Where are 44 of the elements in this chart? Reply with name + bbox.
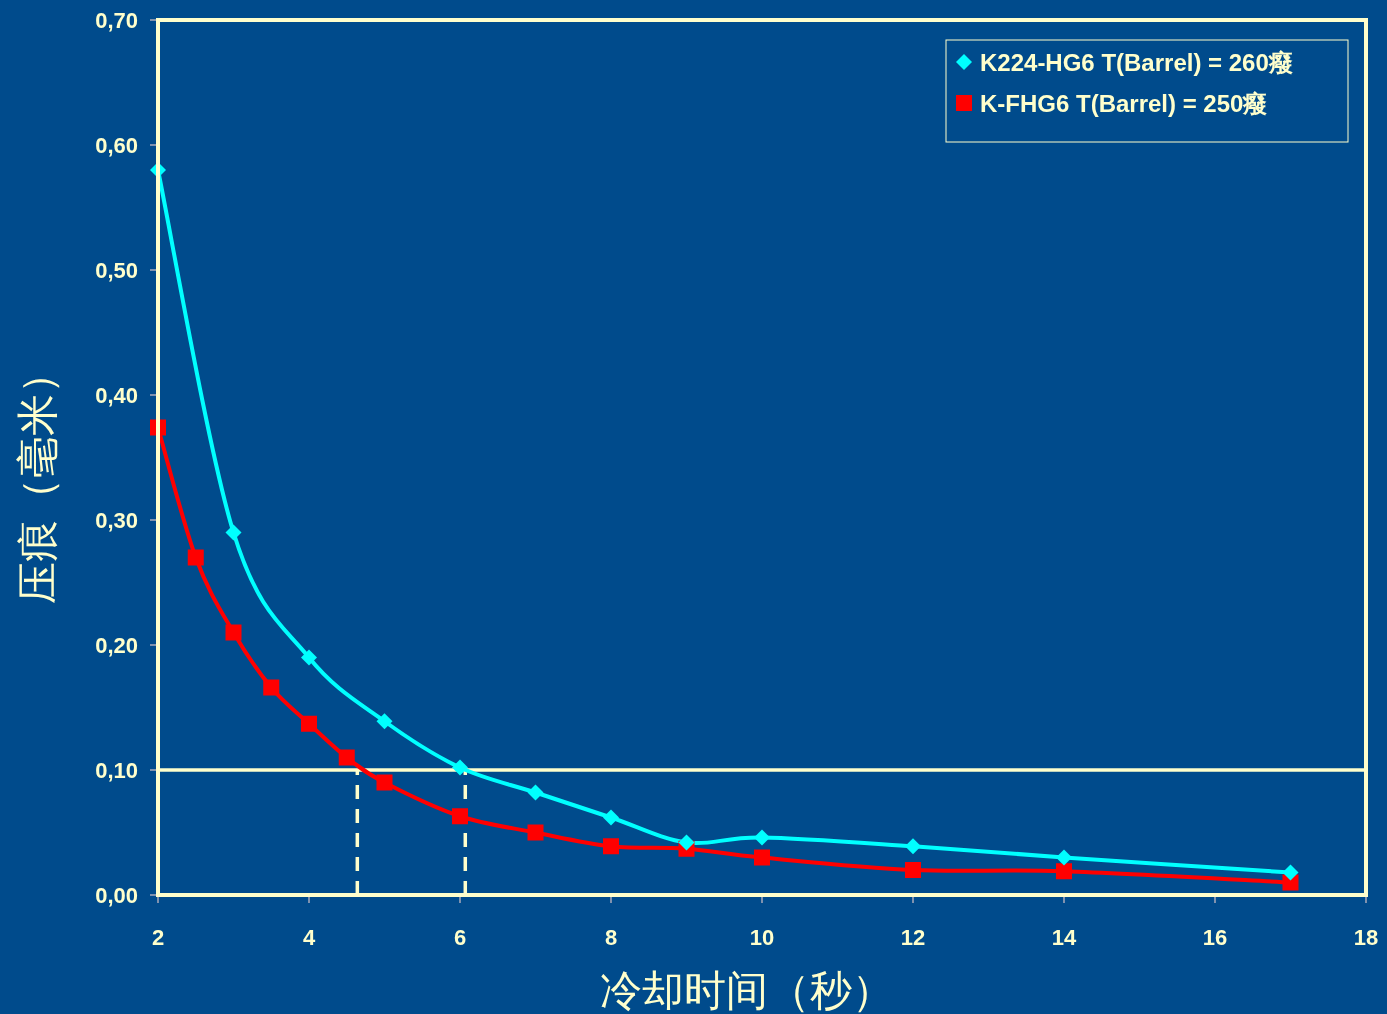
point [263,679,280,696]
x-tick-label: 14 [1051,925,1077,950]
point [301,649,317,666]
point [1056,863,1072,880]
legend-label: K224-HG6 T(Barrel) = 260癈 [980,49,1293,76]
x-tick-label: 8 [604,925,618,950]
y-tick-label: 0,70 [95,8,138,33]
x-tick-label: 16 [1202,925,1228,950]
point [754,829,770,846]
x-axis-title: 冷却时间（秒） [600,966,894,1014]
x-tick-label: 2 [151,925,165,950]
x-tick-label: 6 [453,925,467,950]
point [754,849,770,866]
point [527,784,544,801]
x-tick-label: 10 [749,925,775,950]
y-axis-title: 压痕（毫米） [13,351,62,604]
point [1056,849,1072,866]
y-tick-label: 0,50 [95,258,138,283]
point [376,774,393,791]
point [678,834,695,851]
y-tick-label: 0,30 [95,508,138,533]
point [603,838,619,855]
point [1282,864,1299,881]
legend-label: K-FHG6 T(Barrel) = 250癈 [980,90,1268,117]
point [187,549,204,566]
x-tick-label: 4 [302,925,316,950]
point [603,809,619,826]
y-tick-label: 0,10 [95,758,138,783]
y-tick-label: 0,60 [95,133,138,158]
point [225,624,242,641]
x-tick-label: 12 [900,925,926,950]
point [225,524,242,541]
y-tick-label: 0,20 [95,633,138,658]
point [301,715,317,732]
point [338,749,355,766]
point [452,808,468,825]
point [527,824,544,841]
point [452,759,468,776]
y-tick-label: 0,40 [95,383,138,408]
x-tick-label: 18 [1353,925,1379,950]
point [376,713,393,730]
point [905,862,921,878]
point [905,838,921,855]
y-tick-label: 0,00 [95,883,138,908]
